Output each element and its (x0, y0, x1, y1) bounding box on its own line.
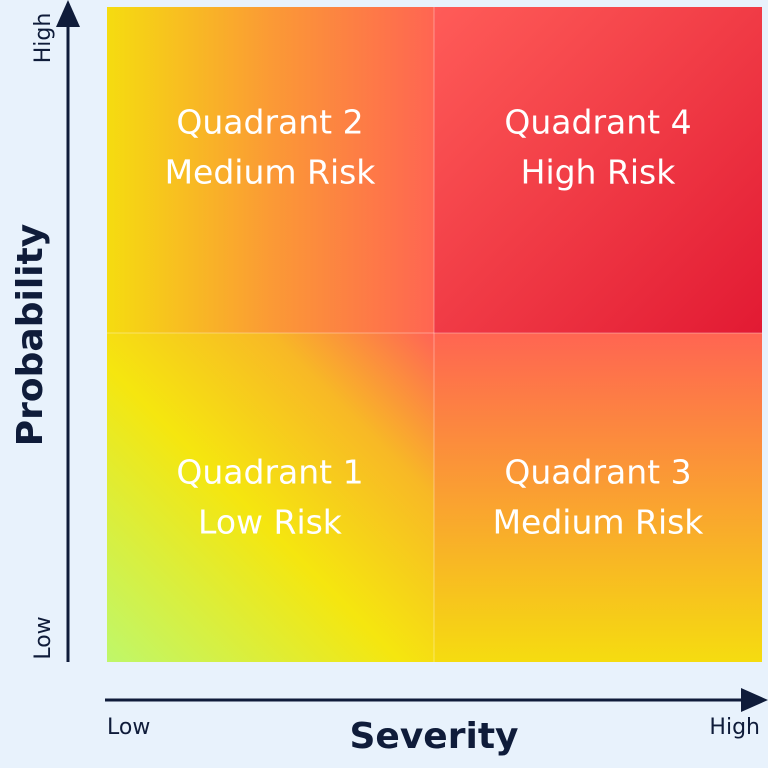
quadrant-title: Quadrant 3 (504, 453, 691, 492)
quadrant-risk: High Risk (521, 153, 677, 192)
quadrant-3 (434, 333, 762, 662)
y-low-label: Low (31, 616, 56, 659)
y-axis-title: Probability (10, 224, 51, 446)
quadrant-title: Quadrant 2 (176, 103, 363, 142)
quadrant-2 (107, 7, 434, 333)
quadrant-1 (107, 333, 434, 662)
y-high-label: High (31, 13, 56, 64)
quadrant-risk: Low Risk (198, 503, 343, 542)
quadrant-risk: Medium Risk (493, 503, 705, 542)
quadrant-risk: Medium Risk (165, 153, 377, 192)
quadrant-4 (434, 7, 762, 333)
x-high-label: High (709, 715, 760, 740)
quadrant-title: Quadrant 1 (176, 453, 363, 492)
x-axis-title: Severity (350, 716, 519, 757)
x-low-label: Low (107, 715, 150, 740)
quadrant-title: Quadrant 4 (504, 103, 691, 142)
